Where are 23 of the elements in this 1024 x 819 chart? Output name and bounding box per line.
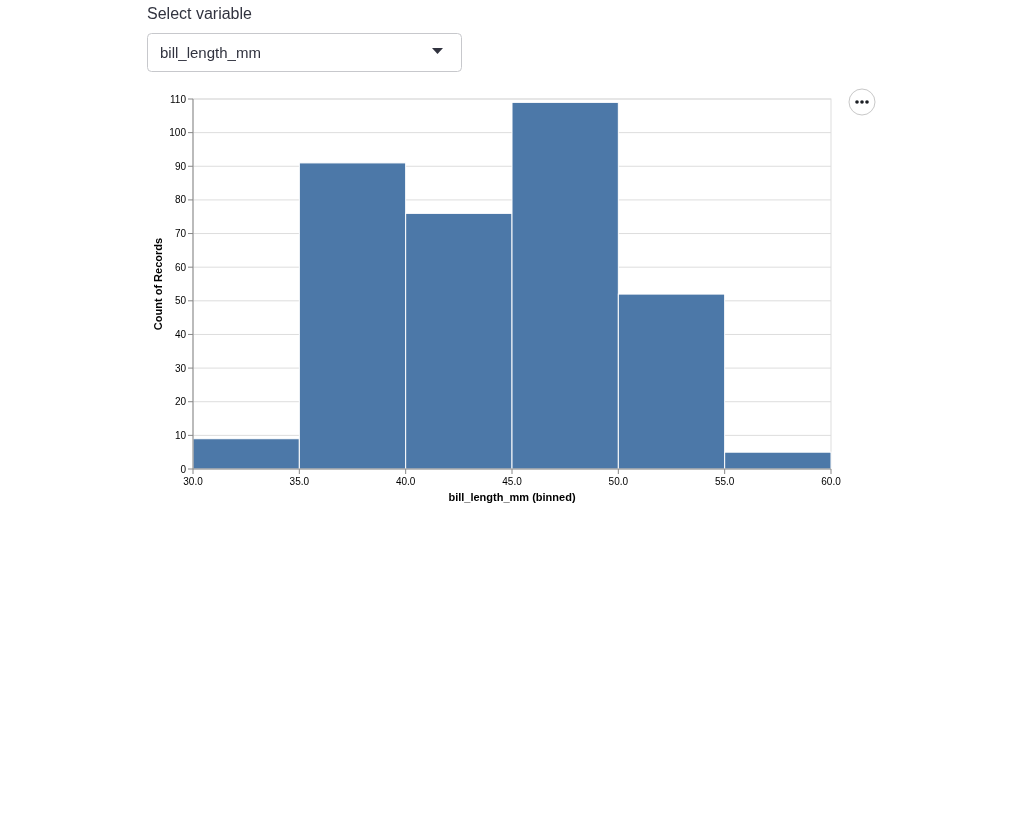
text: bill_length_mm (160, 43, 261, 61)
x-tick-label: 40.0 (395, 476, 416, 487)
y-tick-label: 50 (174, 295, 187, 307)
y-tick-label: 80 (174, 194, 187, 206)
y-tick-label: 40 (174, 328, 187, 340)
x-tick-label: 60.0 (821, 476, 842, 487)
x-tick-label: 50.0 (608, 476, 629, 487)
y-tick-label: 20 (174, 396, 187, 408)
y-axis-title: Count of Records (152, 237, 164, 331)
y-tick-label: 10 (174, 429, 187, 441)
y-tick-label: 100 (169, 127, 187, 139)
y-tick-label: 110 (170, 93, 187, 105)
x-tick-label: 35.0 (289, 476, 310, 487)
text: Select variable (147, 5, 253, 22)
x-tick-label: 55.0 (714, 476, 735, 487)
y-tick-label: 0 (180, 463, 187, 475)
y-tick-label: 60 (174, 261, 187, 273)
x-axis-title: bill_length_mm (binned) (448, 491, 576, 503)
x-tick-label: 30.0 (183, 476, 204, 487)
y-tick-label: 90 (174, 160, 187, 172)
x-tick-label: 45.0 (502, 476, 523, 487)
y-tick-label: 30 (174, 362, 187, 374)
y-tick-label: 70 (174, 228, 187, 240)
